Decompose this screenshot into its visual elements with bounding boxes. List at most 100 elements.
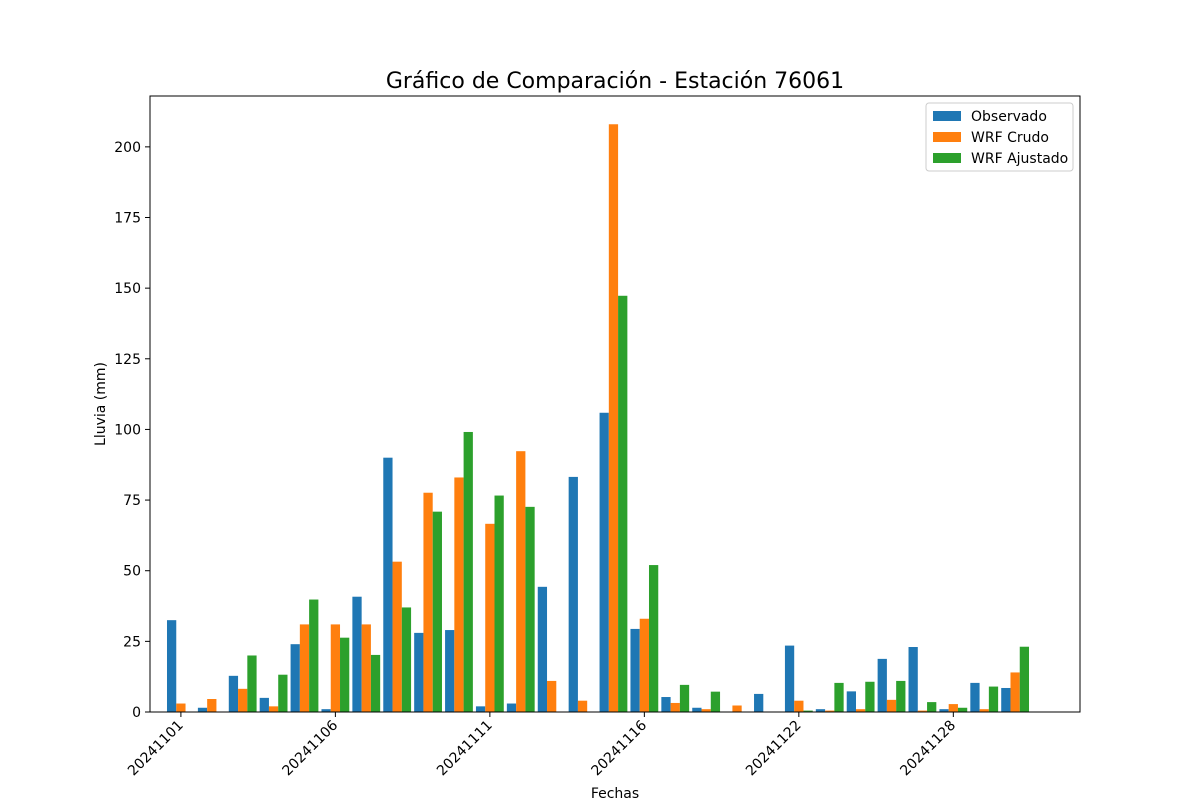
- bar-observado-14: [599, 412, 609, 712]
- bar-wrf-crudo-17: [701, 709, 711, 712]
- bar-wrf-crudo-23: [886, 699, 897, 712]
- bar-observado-23: [877, 658, 887, 712]
- bar-wrf-ajustado-27: [1019, 646, 1030, 712]
- bar-wrf-ajustado-5: [340, 637, 350, 712]
- legend-swatch-1: [933, 132, 961, 142]
- bar-wrf-crudo-15: [639, 618, 649, 712]
- bar-wrf-crudo-6: [361, 624, 371, 712]
- bar-wrf-crudo-11: [516, 451, 526, 712]
- bar-wrf-ajustado-15: [648, 565, 659, 712]
- bar-wrf-crudo-16: [670, 702, 680, 712]
- bar-wrf-crudo-26: [979, 709, 989, 712]
- bar-wrf-crudo-2: [238, 688, 248, 712]
- bar-wrf-crudo-1: [207, 699, 217, 712]
- bar-wrf-crudo-0: [176, 703, 186, 712]
- bar-wrf-ajustado-6: [370, 654, 381, 712]
- bar-observado-25: [939, 709, 949, 712]
- bar-wrf-ajustado-10: [494, 495, 504, 712]
- plot-frame: [149, 95, 1081, 713]
- legend-swatch-0: [933, 111, 961, 121]
- bar-observado-24: [908, 647, 918, 712]
- bar-wrf-ajustado-3: [278, 674, 288, 712]
- bar-observado-9: [445, 630, 455, 712]
- x-axis-label: Fechas: [591, 786, 639, 800]
- bar-wrf-crudo-24: [917, 710, 928, 712]
- y-tick-label-25: 25: [123, 634, 141, 650]
- bar-wrf-ajustado-17: [710, 691, 721, 712]
- y-tick-label-0: 0: [132, 705, 141, 721]
- bar-wrf-crudo-25: [948, 704, 958, 712]
- bar-observado-13: [568, 476, 578, 712]
- bar-wrf-ajustado-16: [679, 684, 690, 712]
- bar-wrf-crudo-21: [825, 710, 835, 712]
- bar-wrf-crudo-5: [330, 624, 341, 712]
- bar-wrf-ajustado-11: [525, 506, 535, 712]
- bar-wrf-ajustado-23: [896, 680, 906, 712]
- bar-wrf-crudo-13: [577, 700, 588, 712]
- bar-wrf-ajustado-22: [865, 681, 875, 712]
- bar-observado-27: [1001, 687, 1011, 712]
- bar-wrf-ajustado-20: [803, 710, 813, 712]
- y-axis-label: Lluvia (mm): [93, 362, 109, 446]
- bar-observado-8: [414, 632, 424, 712]
- bar-observado-7: [383, 457, 393, 712]
- y-tick-label-125: 125: [114, 352, 141, 368]
- y-tick-label-200: 200: [114, 140, 141, 156]
- bar-observado-20: [784, 645, 795, 712]
- bar-wrf-crudo-7: [392, 561, 402, 712]
- legend: Observado WRF Crudo WRF Ajustado: [925, 102, 1074, 172]
- bar-wrf-ajustado-14: [618, 295, 628, 712]
- bar-wrf-ajustado-25: [957, 707, 968, 712]
- bar-observado-10: [475, 706, 486, 712]
- bar-observado-3: [259, 697, 269, 712]
- legend-box: [925, 102, 1074, 172]
- bar-observado-1: [197, 707, 208, 712]
- bar-wrf-ajustado-21: [834, 682, 844, 712]
- bar-observado-15: [630, 628, 640, 712]
- bar-observado-2: [228, 675, 239, 712]
- bar-wrf-crudo-22: [855, 709, 866, 712]
- bar-observado-16: [661, 697, 671, 712]
- bar-observado-6: [352, 596, 362, 712]
- legend-label-0: Observado: [971, 109, 1047, 125]
- bar-wrf-crudo-9: [454, 477, 464, 712]
- bar-wrf-ajustado-24: [927, 702, 937, 712]
- bar-observado-22: [846, 691, 856, 712]
- bar-wrf-crudo-18: [732, 705, 742, 712]
- bar-observado-12: [537, 586, 548, 712]
- bar-wrf-ajustado-7: [401, 607, 412, 712]
- legend-label-1: WRF Crudo: [971, 130, 1049, 146]
- bar-wrf-ajustado-2: [247, 655, 257, 712]
- bars-group: [166, 124, 1030, 712]
- bar-observado-0: [166, 620, 177, 712]
- bar-observado-21: [815, 709, 826, 712]
- bar-wrf-crudo-12: [547, 680, 557, 712]
- legend-label-2: WRF Ajustado: [971, 151, 1068, 167]
- y-tick-label-150: 150: [114, 281, 141, 297]
- bar-observado-11: [506, 703, 517, 712]
- bar-wrf-crudo-27: [1010, 672, 1020, 712]
- bar-wrf-ajustado-8: [432, 511, 442, 712]
- bar-wrf-ajustado-26: [988, 686, 999, 712]
- y-tick-label-175: 175: [114, 211, 141, 227]
- bar-wrf-crudo-4: [299, 624, 310, 712]
- bar-wrf-crudo-10: [485, 523, 495, 712]
- bar-wrf-crudo-20: [794, 700, 804, 712]
- bar-wrf-crudo-3: [268, 706, 279, 712]
- bar-wrf-crudo-14: [608, 124, 619, 712]
- bar-observado-17: [692, 707, 702, 712]
- bar-wrf-ajustado-9: [463, 431, 473, 712]
- y-tick-label-100: 100: [114, 422, 141, 438]
- bar-observado-26: [970, 682, 980, 712]
- legend-swatch-2: [933, 153, 961, 163]
- bar-observado-5: [321, 709, 331, 712]
- y-tick-label-50: 50: [123, 564, 141, 580]
- bar-wrf-ajustado-4: [309, 599, 319, 712]
- chart-title: Gráfico de Comparación - Estación 76061: [386, 69, 844, 94]
- bar-observado-4: [290, 644, 300, 712]
- bar-wrf-crudo-8: [423, 492, 433, 712]
- bar-observado-19: [754, 693, 764, 712]
- y-tick-label-75: 75: [123, 493, 141, 509]
